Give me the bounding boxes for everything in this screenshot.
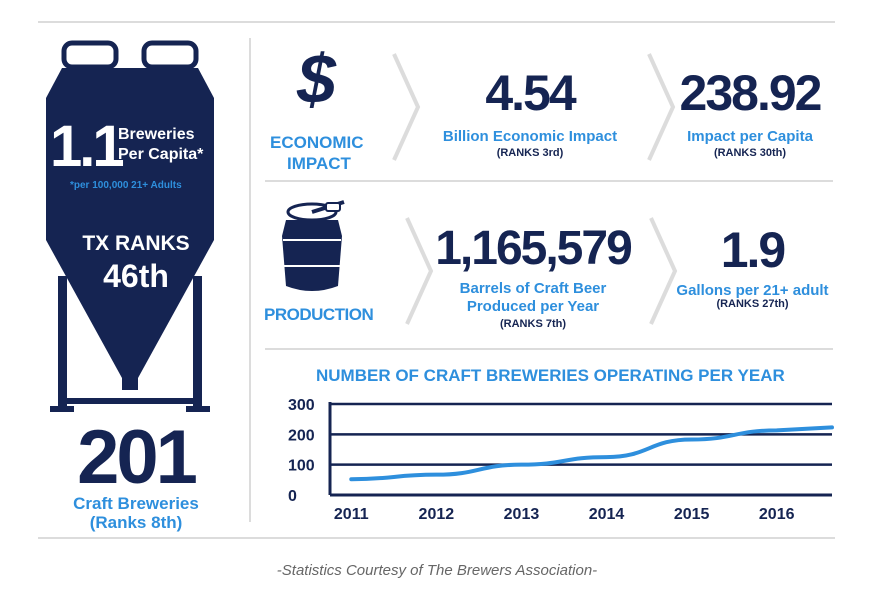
gallons-value: 1.9 — [720, 222, 787, 278]
economic-label-1: ECONOMIC — [270, 133, 364, 152]
per-capita-label-1: Breweries — [118, 126, 195, 143]
dollar-icon: $ — [297, 40, 336, 118]
craft-breweries-label: Craft Breweries — [73, 494, 199, 513]
chevron-right-icon — [649, 217, 678, 325]
x-tick-label: 2016 — [759, 506, 795, 523]
y-tick-label: 0 — [288, 488, 297, 505]
impact-per-capita-value: 238.92 — [679, 65, 823, 121]
x-tick-label: 2014 — [589, 506, 625, 523]
x-tick-label: 2012 — [419, 506, 455, 523]
gallons-rank: (RANKS 27th) — [716, 298, 789, 310]
barrels-value: 1,165,579 — [435, 222, 633, 275]
y-tick-label: 100 — [288, 458, 315, 475]
chevron-right-icon — [392, 53, 421, 161]
craft-breweries-rank: (Ranks 8th) — [89, 513, 183, 532]
y-tick-label: 200 — [288, 427, 315, 444]
economic-label-2: IMPACT — [287, 154, 351, 173]
impact-per-capita-rank: (RANKS 30th) — [713, 147, 787, 159]
per-capita-label-2: Per Capita* — [118, 146, 204, 163]
bottom-divider — [38, 537, 835, 539]
x-tick-label: 2011 — [334, 506, 369, 523]
craft-breweries-count: 201 — [77, 415, 198, 500]
left-panel-divider — [249, 38, 251, 522]
chevron-right-icon — [647, 53, 676, 161]
economic-impact-rank: (RANKS 3rd) — [496, 147, 564, 159]
x-tick-label: 2015 — [674, 506, 710, 523]
production-chart-divider — [265, 348, 833, 350]
keg-icon — [282, 200, 345, 291]
series-line — [349, 425, 834, 482]
barrels-rank: (RANKS 7th) — [500, 318, 566, 330]
tx-rank-value: 46th — [103, 258, 169, 294]
fermenter-tank-icon — [46, 40, 214, 412]
economic-impact-value: 4.54 — [485, 65, 576, 121]
production-label: PRODUCTION — [264, 305, 374, 324]
per-capita-value: 1.1 — [50, 114, 125, 179]
chevron-right-icon — [405, 217, 434, 325]
breweries-line-chart: 0 100 200 300 2011 2012 2013 2014 2015 2016 — [288, 397, 834, 523]
per-capita-footnote: *per 100,000 21+ Adults — [70, 180, 182, 191]
barrels-label-2: Produced per Year — [466, 298, 600, 315]
source-credit: -Statistics Courtesy of The Brewers Asso… — [276, 562, 598, 579]
gallons-label: Gallons per 21+ adult — [676, 282, 829, 299]
barrels-label-1: Barrels of Craft Beer — [459, 280, 607, 297]
x-tick-label: 2013 — [504, 506, 540, 523]
y-tick-label: 300 — [288, 397, 315, 414]
chart-title: NUMBER OF CRAFT BREWERIES OPERATING PER … — [316, 366, 785, 385]
top-divider — [38, 21, 835, 23]
tx-ranks-label: TX RANKS — [82, 232, 190, 255]
impact-per-capita-label: Impact per Capita — [687, 128, 813, 145]
economic-impact-label: Billion Economic Impact — [442, 128, 618, 145]
economic-production-divider — [265, 180, 833, 182]
